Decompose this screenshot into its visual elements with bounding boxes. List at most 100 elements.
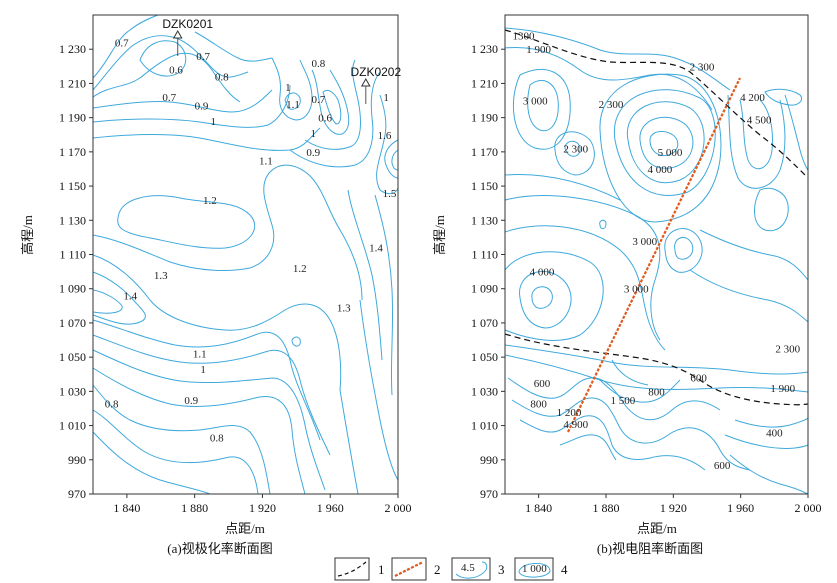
contour-value-label: 0.9	[306, 147, 320, 159]
contour-value-label: 0.6	[318, 113, 332, 125]
y-tick-label: 1 210	[471, 76, 498, 90]
contour-line	[512, 68, 571, 150]
y-tick-label: 1 150	[471, 179, 498, 193]
contour-line	[347, 189, 383, 361]
contour-line	[674, 236, 694, 260]
legend-key-2: 2	[434, 562, 441, 577]
x-tick-label: 1 840	[525, 501, 552, 515]
contour-value-label: 0.7	[196, 51, 210, 63]
contour-value-label: 1	[311, 128, 317, 140]
contour-value-label: 4 500	[747, 114, 772, 126]
contour-line	[92, 289, 123, 314]
contour-line	[139, 40, 187, 77]
y-tick-label: 990	[480, 453, 498, 467]
legend-swatch-boundary	[334, 557, 370, 581]
contour-value-label: 1.3	[154, 270, 168, 282]
y-tick-label: 1 130	[471, 213, 498, 227]
contour-line	[527, 80, 559, 132]
y-tick-label: 1 030	[59, 384, 86, 398]
contour-line	[92, 52, 241, 103]
contour-line	[639, 116, 694, 169]
contour-line	[613, 89, 716, 196]
y-tick-label: 1 090	[471, 282, 498, 296]
legend-key-1: 1	[378, 562, 385, 577]
legend-key-3: 3	[498, 562, 505, 577]
contour-line	[92, 349, 326, 491]
y-tick-label: 1 090	[59, 282, 86, 296]
contour-line	[507, 377, 721, 420]
contour-line	[764, 88, 803, 106]
contour-value-label: 4 000	[647, 164, 672, 176]
x-tick-label: 1 880	[181, 501, 208, 515]
contour-line	[504, 27, 731, 91]
y-tick-label: 1 230	[59, 42, 86, 56]
contour-line	[664, 228, 703, 273]
contour-line	[519, 415, 706, 471]
legend-res-contour-line	[518, 563, 551, 578]
legend-ip-sample-value: 4.5	[461, 562, 475, 574]
contour-value-label: 1.3	[337, 303, 351, 315]
panel-a-caption: (a)视极化率断面图	[167, 541, 272, 556]
contour-value-label: 2 300	[563, 143, 588, 155]
contour-line	[384, 139, 399, 179]
contour-line	[729, 454, 809, 495]
legend-key-4: 4	[561, 562, 568, 577]
legend-ip-contour-line	[455, 561, 488, 579]
y-tick-label: 1 030	[471, 384, 498, 398]
x-tick-label: 1 960	[727, 501, 754, 515]
contour-line	[739, 99, 773, 170]
panel-b-contours	[504, 27, 809, 495]
x-tick-label: 1 920	[249, 501, 276, 515]
contour-value-label: 800	[530, 398, 547, 410]
contour-value-label: 3 000	[523, 96, 548, 108]
contour-value-label: 600	[690, 373, 707, 385]
y-tick-label: 970	[68, 487, 86, 501]
contour-value-label: 4 000	[530, 267, 555, 279]
panel-a: 1 840 1 880 1 920 1 960 2 000 970 990 1 010 1 03…	[20, 14, 412, 556]
contour-line	[359, 299, 399, 481]
contour-value-label: 1 900	[770, 383, 795, 395]
contour-line	[559, 434, 617, 461]
contour-line	[92, 127, 321, 151]
borehole-marker-icon	[172, 29, 183, 39]
y-tick-label: 1 190	[471, 111, 498, 125]
contour-line	[376, 94, 399, 195]
contour-value-label: 1.4	[369, 243, 383, 255]
y-tick-label: 1 150	[59, 179, 86, 193]
contour-line	[92, 84, 291, 128]
contour-line	[519, 271, 572, 329]
y-tick-label: 1 070	[59, 316, 86, 330]
contour-value-label: 1	[383, 92, 389, 104]
contour-value-label: 1.6	[378, 130, 392, 142]
contour-line	[92, 89, 273, 113]
contour-line	[289, 71, 381, 168]
contour-line	[194, 31, 273, 62]
boundary-line-bottom	[504, 333, 809, 406]
contour-line	[504, 195, 661, 341]
contour-line	[734, 417, 809, 428]
panel-b-axes: 1 840 1 880 1 920 1 960 2 000 970 990 1 010 1 03…	[471, 42, 822, 515]
panel-a-x-axis-title: 点距/m	[225, 521, 265, 536]
y-tick-label: 1 050	[471, 350, 498, 364]
contour-line	[391, 149, 399, 171]
contour-line	[374, 194, 394, 396]
contour-value-label: 0.8	[311, 58, 325, 70]
contour-line	[564, 140, 581, 157]
borehole-marker-icon	[360, 77, 371, 87]
contour-line	[699, 229, 809, 281]
panel-a-wells: DZK0201 DZK0202	[162, 17, 401, 104]
contour-line	[727, 94, 786, 189]
contour-value-label: 1.1	[259, 155, 273, 167]
contour-line	[626, 101, 705, 184]
contour-value-label: 1	[200, 364, 206, 376]
contour-value-label: 1.1	[193, 349, 207, 361]
contour-value-label: 0.8	[210, 433, 224, 445]
x-tick-label: 1 960	[317, 501, 344, 515]
legend-res-sample-value: 1 000	[522, 563, 547, 575]
contour-value-label: 1.5	[383, 188, 397, 200]
contour-value-label: 0.7	[311, 94, 325, 106]
borehole-label: DZK0202	[350, 65, 401, 79]
x-tick-label: 1 920	[660, 501, 687, 515]
contour-value-label: 1 900	[526, 44, 551, 56]
contour-line	[554, 131, 595, 176]
